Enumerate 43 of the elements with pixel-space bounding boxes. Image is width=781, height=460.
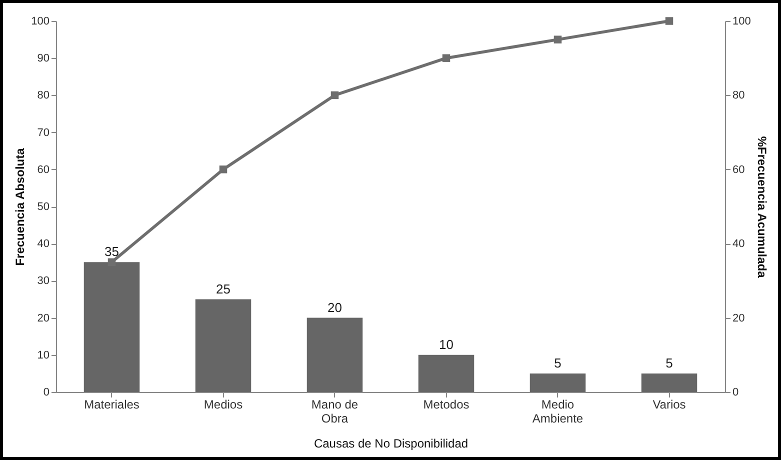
y-tick-label: 50 (37, 201, 50, 213)
x-tick-label: Materiales (84, 398, 140, 412)
x-tick-label: Metodos (423, 398, 470, 412)
point (554, 36, 562, 44)
y-tick-label: 60 (37, 164, 50, 176)
x-axis-title: Causas de No Disponibilidad (314, 436, 468, 450)
y-tick-label: 10 (37, 349, 50, 362)
x-tick-label: Medios (204, 398, 243, 412)
point (108, 258, 116, 266)
data-label: 10 (439, 336, 454, 352)
x-tick-label: Mano de Obra (311, 398, 358, 426)
point (442, 54, 450, 62)
y2-tick-label: 60 (732, 164, 745, 176)
y2-tick-label: 20 (732, 312, 745, 324)
bar (641, 373, 698, 392)
data-label: 5 (666, 355, 673, 370)
data-label: 35 (104, 244, 119, 260)
bar (195, 299, 252, 392)
y2-tick-label: 0 (732, 386, 739, 398)
y2-tick-label: 40 (732, 238, 745, 250)
y-tick-label: 100 (31, 16, 50, 28)
bar (418, 354, 474, 392)
bar (306, 318, 363, 392)
y-tick-label: 70 (37, 126, 50, 139)
y2-axis-title: %Frecuencia Acumulada (754, 136, 769, 278)
data-label: 5 (554, 355, 562, 370)
x-tick-label: Varios (652, 398, 686, 412)
y-axis-title: Frecuencia Absoluta (13, 148, 28, 266)
data-label: 20 (328, 300, 342, 315)
y2-tick-label: 100 (732, 16, 751, 28)
y-tick-label: 40 (37, 238, 50, 250)
y-tick-label: 30 (37, 275, 50, 288)
y-tick-label: 20 (37, 312, 50, 324)
point (330, 91, 339, 100)
y-tick-label: 90 (37, 52, 50, 65)
bar (530, 373, 586, 392)
y-tick-label: 0 (43, 386, 50, 398)
point (219, 166, 228, 174)
data-label: 25 (216, 281, 230, 296)
x-tick-label: Medio Ambiente (532, 398, 584, 426)
point (665, 17, 674, 25)
y2-tick-label: 80 (732, 90, 745, 102)
y-tick-label: 80 (37, 90, 50, 102)
